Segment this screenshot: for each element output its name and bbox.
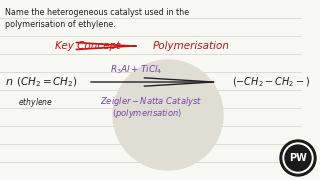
Text: $\it{R_3Al + TiCl_4}$: $\it{R_3Al + TiCl_4}$ (110, 64, 163, 76)
Text: Polymerisation: Polymerisation (153, 41, 230, 51)
Text: $\it{Zeigler - Natta\ Catalyst}$: $\it{Zeigler - Natta\ Catalyst}$ (100, 95, 202, 108)
Text: $(CH_2 = CH_2)$: $(CH_2 = CH_2)$ (16, 75, 78, 89)
Text: PW: PW (289, 153, 307, 163)
Circle shape (283, 143, 313, 173)
Text: Key Concept: Key Concept (55, 41, 120, 51)
Circle shape (113, 60, 223, 170)
Text: Name the heterogeneous catalyst used in the: Name the heterogeneous catalyst used in … (5, 8, 189, 17)
Text: $\it{(polymerisation)}$: $\it{(polymerisation)}$ (112, 107, 182, 120)
Text: $\it{n}$: $\it{n}$ (5, 77, 13, 87)
Circle shape (280, 140, 316, 176)
Text: $\it{ethylene}$: $\it{ethylene}$ (18, 96, 53, 109)
Circle shape (285, 145, 311, 171)
Text: $(-CH_2 - CH_2-)$: $(-CH_2 - CH_2-)$ (232, 75, 310, 89)
Text: polymerisation of ethylene.: polymerisation of ethylene. (5, 20, 116, 29)
